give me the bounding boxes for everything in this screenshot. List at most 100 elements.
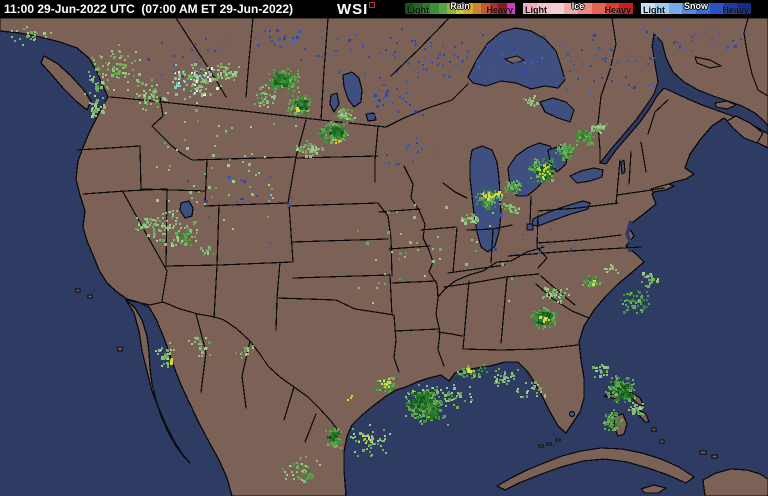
radar-echo-pixel bbox=[200, 89, 202, 91]
radar-echo-pixel bbox=[557, 42, 559, 44]
radar-echo-pixel bbox=[677, 42, 679, 44]
radar-echo-pixel bbox=[411, 414, 414, 417]
radar-echo-pixel bbox=[335, 142, 337, 144]
radar-echo-pixel bbox=[136, 217, 138, 219]
radar-echo-pixel bbox=[329, 436, 332, 439]
radar-echo-pixel bbox=[421, 394, 424, 397]
radar-echo-pixel bbox=[474, 373, 476, 375]
radar-echo-pixel bbox=[138, 73, 141, 76]
radar-echo-pixel bbox=[517, 369, 519, 371]
radar-echo-pixel bbox=[295, 101, 298, 104]
radar-echo-pixel bbox=[615, 384, 617, 386]
radar-echo-pixel bbox=[157, 353, 159, 355]
radar-echo-pixel bbox=[546, 173, 550, 177]
radar-echo-pixel bbox=[551, 179, 554, 182]
radar-echo-pixel bbox=[308, 148, 310, 150]
radar-echo-pixel bbox=[207, 67, 209, 69]
radar-echo-pixel bbox=[483, 190, 485, 192]
radar-echo-pixel bbox=[212, 154, 215, 157]
radar-echo-pixel bbox=[368, 56, 370, 58]
radar-echo-pixel bbox=[542, 312, 545, 315]
radar-echo-pixel bbox=[258, 102, 260, 104]
radar-echo-pixel bbox=[534, 381, 537, 384]
lake-winnipeg bbox=[342, 71, 363, 108]
radar-echo-pixel bbox=[592, 39, 594, 41]
radar-echo-pixel bbox=[299, 149, 302, 152]
radar-echo-pixel bbox=[387, 391, 389, 393]
radar-echo-pixel bbox=[92, 81, 94, 83]
radar-echo-pixel bbox=[418, 384, 420, 386]
radar-echo-pixel bbox=[141, 82, 144, 85]
radar-echo-pixel bbox=[410, 404, 413, 407]
radar-echo-pixel bbox=[536, 175, 539, 178]
radar-echo-pixel bbox=[490, 71, 492, 73]
radar-echo-pixel bbox=[196, 77, 199, 80]
radar-echo-pixel bbox=[329, 126, 331, 128]
legend-color-cell bbox=[564, 3, 578, 14]
radar-echo-pixel bbox=[588, 277, 590, 279]
radar-echo-pixel bbox=[377, 440, 379, 442]
radar-echo-pixel bbox=[205, 200, 208, 203]
radar-echo-pixel bbox=[560, 302, 562, 304]
radar-echo-pixel bbox=[156, 240, 158, 242]
radar-echo-pixel bbox=[623, 294, 625, 296]
radar-echo-pixel bbox=[627, 382, 630, 385]
radar-echo-pixel bbox=[275, 72, 278, 75]
radar-echo-pixel bbox=[211, 68, 213, 70]
legend-color-cell bbox=[619, 3, 633, 14]
radar-echo-pixel bbox=[536, 60, 538, 62]
radar-echo-pixel bbox=[107, 79, 109, 81]
radar-echo-pixel bbox=[225, 130, 227, 132]
radar-echo-pixel bbox=[355, 34, 357, 36]
radar-echo-pixel bbox=[319, 131, 321, 133]
radar-echo-pixel bbox=[439, 409, 442, 412]
radar-echo-pixel bbox=[505, 376, 507, 378]
radar-echo-pixel bbox=[164, 233, 166, 235]
radar-echo-pixel bbox=[538, 46, 540, 48]
radar-echo-pixel bbox=[187, 78, 189, 80]
radar-echo-pixel bbox=[504, 373, 506, 375]
radar-echo-pixel bbox=[679, 47, 681, 49]
radar-echo-pixel bbox=[367, 112, 369, 114]
radar-echo-pixel bbox=[93, 59, 95, 61]
radar-echo-pixel bbox=[633, 383, 635, 385]
radar-echo-pixel bbox=[563, 151, 565, 153]
radar-echo-pixel bbox=[184, 235, 187, 238]
radar-echo-pixel bbox=[30, 38, 32, 40]
radar-echo-pixel bbox=[620, 299, 622, 301]
radar-echo-pixel bbox=[158, 349, 161, 352]
radar-echo-pixel bbox=[343, 135, 345, 137]
radar-echo-pixel bbox=[518, 208, 520, 210]
legend-ice-light-label: Light bbox=[525, 5, 547, 15]
radar-echo-pixel bbox=[113, 56, 116, 59]
radar-echo-pixel bbox=[507, 185, 509, 187]
radar-echo-pixel bbox=[209, 93, 212, 96]
radar-echo-pixel bbox=[542, 297, 544, 299]
radar-echo-pixel bbox=[536, 395, 538, 397]
radar-echo-pixel bbox=[145, 109, 147, 111]
radar-echo-pixel bbox=[207, 251, 209, 253]
radar-echo-pixel bbox=[607, 392, 610, 395]
radar-echo-pixel bbox=[353, 433, 355, 435]
radar-echo-pixel bbox=[180, 227, 182, 229]
radar-echo-pixel bbox=[613, 391, 615, 393]
radar-echo-pixel bbox=[486, 45, 488, 47]
radar-echo-pixel bbox=[154, 223, 157, 226]
radar-echo-pixel bbox=[533, 97, 535, 99]
radar-echo-pixel bbox=[345, 112, 347, 114]
radar-echo-pixel bbox=[362, 449, 365, 452]
radar-echo-pixel bbox=[432, 387, 434, 389]
radar-echo-pixel bbox=[457, 71, 460, 74]
radar-echo-pixel bbox=[473, 376, 475, 378]
radar-echo-pixel bbox=[179, 223, 181, 225]
radar-echo-pixel bbox=[576, 144, 578, 146]
radar-echo-pixel bbox=[288, 82, 290, 84]
radar-echo-pixel bbox=[203, 93, 206, 96]
radar-echo-pixel bbox=[329, 430, 331, 432]
radar-echo-pixel bbox=[599, 366, 601, 368]
radar-echo-pixel bbox=[646, 275, 649, 278]
radar-echo-pixel bbox=[339, 116, 342, 119]
radar-echo-pixel bbox=[146, 218, 148, 220]
legend-color-cell bbox=[550, 3, 565, 14]
radar-echo-pixel bbox=[608, 429, 610, 431]
